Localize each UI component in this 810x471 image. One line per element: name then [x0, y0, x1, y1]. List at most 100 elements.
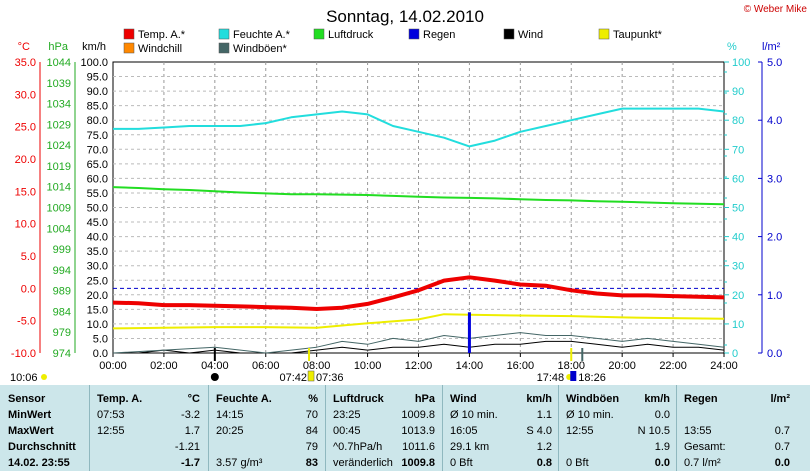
humidity-tick-6: 40 — [732, 232, 744, 244]
hum-value-2: 79 — [305, 441, 318, 453]
temp-value-2: -1.21 — [174, 441, 200, 453]
hum-value-0: 70 — [305, 409, 318, 421]
x-tick-9: 18:00 — [557, 360, 585, 372]
temp-tick-5: 10.0 — [15, 219, 36, 231]
legend-label-1: Feuchte A.* — [233, 29, 291, 41]
wind-value-1: S 4.0 — [526, 425, 552, 437]
wind-tick-13: 35.0 — [87, 246, 108, 258]
dusk-icon — [570, 371, 577, 381]
legend-swatch-3 — [408, 28, 420, 40]
humidity-tick-8: 20 — [732, 290, 744, 302]
wind-header: Wind — [450, 393, 477, 405]
temp-tick-4: 15.0 — [15, 186, 36, 198]
press-label-2: ^0.7hPa/h — [333, 441, 383, 453]
hum-label-3: 3.57 g/m³ — [216, 457, 263, 469]
wind-tick-2: 90.0 — [87, 86, 108, 98]
gust-label-3: 0 Bft — [566, 457, 589, 469]
wind-tick-14: 30.0 — [87, 261, 108, 273]
temp-unit: °C — [187, 393, 200, 405]
wind-value-3: 0.8 — [536, 457, 552, 469]
legend-swatch-7 — [218, 42, 230, 54]
humidity-tick-10: 0 — [732, 348, 738, 360]
sensor-row-2: Durchschnitt — [8, 441, 76, 453]
sensor-row-1: MaxWert — [8, 425, 54, 437]
x-tick-3: 06:00 — [252, 360, 280, 372]
x-tick-4: 08:00 — [303, 360, 331, 372]
hum-label-1: 20:25 — [216, 425, 244, 437]
temp-value-1: 1.7 — [184, 425, 200, 437]
legend-label-4: Wind — [518, 29, 543, 41]
legend-label-7: Windböen* — [233, 43, 288, 55]
press-label-0: 23:25 — [333, 409, 361, 421]
table-separator-2 — [325, 385, 326, 471]
rain-tick-5: 0.0 — [767, 348, 782, 360]
humidity-tick-3: 70 — [732, 144, 744, 156]
series-3 — [112, 313, 725, 330]
rain-value-2: 0.7 — [774, 441, 790, 453]
y-axes: 35.0 30.0 25.0 20.0 15.0 10.0 5.0 0.0 -5.0 -10.0 1… — [11, 57, 782, 360]
wind-tick-16: 20.0 — [87, 290, 108, 302]
pressure-tick-0: 1044 — [47, 57, 71, 69]
moon-phase-icon — [210, 373, 219, 381]
weather-chart: Sonntag, 14.02.2010 © Weber Mike Temp. A… — [10, 4, 808, 384]
pressure-tick-10: 994 — [53, 265, 71, 277]
x-tick-8: 16:00 — [507, 360, 535, 372]
legend-swatch-5 — [598, 28, 610, 40]
sensor-header: Sensor — [8, 393, 46, 405]
pressure-tick-13: 979 — [53, 327, 71, 339]
gust-unit: km/h — [644, 393, 670, 405]
pressure-tick-1: 1039 — [47, 78, 71, 90]
pressure-tick-6: 1014 — [47, 182, 71, 194]
pressure-tick-9: 999 — [53, 244, 71, 256]
chart-title: Sonntag, 14.02.2010 — [326, 7, 484, 26]
temp-tick-2: 25.0 — [15, 122, 36, 134]
grid — [113, 62, 724, 353]
legend-label-2: Luftdruck — [328, 29, 374, 41]
press-value-3: 1009.8 — [401, 457, 435, 469]
press-unit: hPa — [414, 393, 435, 405]
gust-header: Windböen — [566, 393, 620, 405]
sunrise-time: 07:42 — [279, 372, 307, 384]
pressure-tick-4: 1024 — [47, 140, 71, 152]
legend-swatch-2 — [313, 28, 325, 40]
wind-tick-12: 40.0 — [87, 232, 108, 244]
x-tick-0: 00:00 — [99, 360, 127, 372]
humidity-tick-5: 50 — [732, 203, 744, 215]
hum-header: Feuchte A. — [216, 393, 272, 405]
legend-label-5: Taupunkt* — [613, 29, 663, 41]
temp-tick-9: -10.0 — [11, 348, 36, 360]
table-separator-4 — [558, 385, 559, 471]
wind-label-1: 16:05 — [450, 425, 478, 437]
wind-tick-0: 100.0 — [80, 57, 108, 69]
legend-swatch-0 — [123, 28, 135, 40]
temp-tick-0: 35.0 — [15, 57, 36, 69]
temp-tick-3: 20.0 — [15, 154, 36, 166]
rain-value-1: 0.7 — [774, 425, 790, 437]
sunset-time: 17:48 — [537, 372, 565, 384]
wind-tick-19: 5.0 — [93, 333, 108, 345]
gust-value-3: 0.0 — [654, 457, 670, 469]
x-tick-1: 02:00 — [150, 360, 178, 372]
x-tick-6: 12:00 — [405, 360, 433, 372]
legend-label-3: Regen — [423, 29, 455, 41]
rain-unit: l/m² — [762, 41, 781, 53]
wind-unit: km/h — [526, 393, 552, 405]
table-separator-1 — [208, 385, 209, 471]
moon-time-left: 10:06 — [10, 372, 38, 384]
temp-tick-8: -5.0 — [17, 316, 36, 328]
gust-value-0: 0.0 — [654, 409, 670, 421]
wind-tick-11: 45.0 — [87, 217, 108, 229]
legend-label-6: Windchill — [138, 43, 182, 55]
x-tick-11: 22:00 — [659, 360, 687, 372]
legend-swatch-1 — [218, 28, 230, 40]
pressure-tick-3: 1029 — [47, 119, 71, 131]
press-header: Luftdruck — [333, 393, 384, 405]
press-label-3: veränderlich — [333, 457, 393, 469]
temp-tick-7: 0.0 — [21, 283, 36, 295]
temp-value-0: -3.2 — [181, 409, 200, 421]
dawn-time: 07:36 — [316, 372, 344, 384]
rain-tick-0: 5.0 — [767, 57, 782, 69]
legend-swatch-6 — [123, 42, 135, 54]
pressure-tick-5: 1019 — [47, 161, 71, 173]
credit-text: © Weber Mike — [744, 4, 808, 15]
